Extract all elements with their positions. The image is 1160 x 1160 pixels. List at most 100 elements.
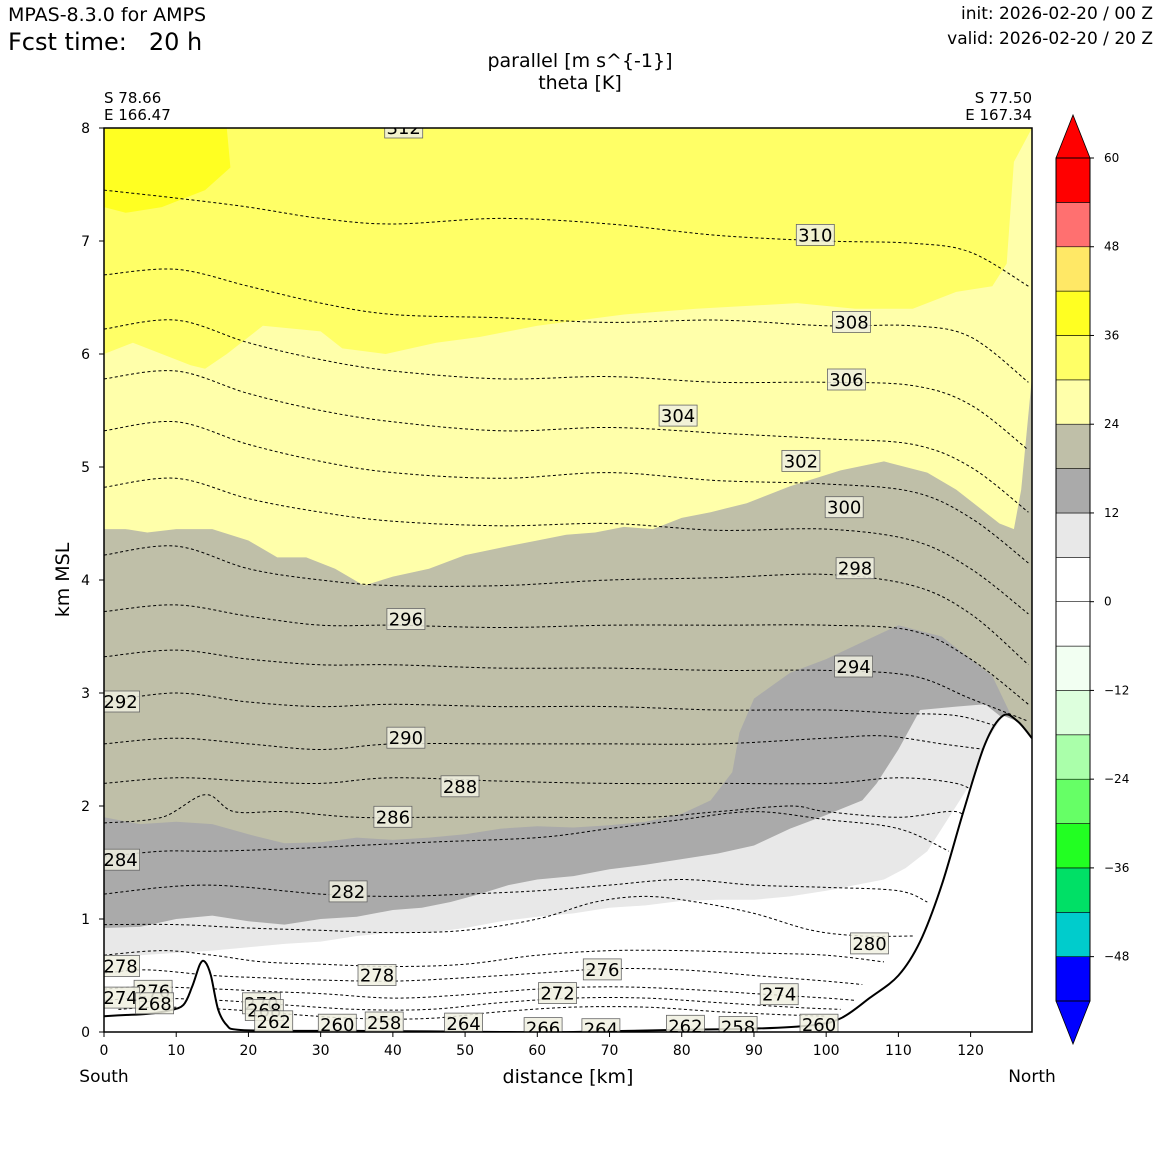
theta-label-288: 288 xyxy=(440,775,480,798)
theta-label-280: 280 xyxy=(850,932,889,955)
colorbar-tick-label: −36 xyxy=(1104,861,1129,875)
theta-contour-290 xyxy=(104,735,986,751)
theta-contour-286 xyxy=(104,794,972,829)
theta-contour-294 xyxy=(104,649,1029,722)
colorbar-tick-label: 48 xyxy=(1104,240,1119,254)
wind-region-24 xyxy=(104,128,1032,1032)
terrain-fill xyxy=(104,715,1032,1032)
colorbar-tick-label: −48 xyxy=(1104,950,1129,964)
colorbar-tick-label: 12 xyxy=(1104,506,1119,520)
theta-label-text: 280 xyxy=(852,934,886,955)
theta-label-278: 278 xyxy=(357,964,397,987)
y-tick-label: 5 xyxy=(81,460,90,476)
theta-label-text: 308 xyxy=(834,312,868,333)
x-tick-label: 40 xyxy=(384,1043,402,1059)
theta-contour-280 xyxy=(104,895,913,937)
theta-label-274: 274 xyxy=(759,983,799,1006)
theta-label-text: 278 xyxy=(103,957,137,978)
theta-contour-288 xyxy=(104,777,979,796)
colorbar-band xyxy=(1055,556,1091,602)
colorbar-under-triangle xyxy=(1055,1000,1091,1046)
theta-contour-272 xyxy=(104,997,841,1011)
forecast-time: Fcst time: 20 h xyxy=(8,28,202,56)
theta-label-258: 258 xyxy=(364,1011,404,1032)
theta-label-text: 260 xyxy=(802,1015,836,1036)
theta-label-text: 292 xyxy=(103,692,137,713)
theta-label-272: 272 xyxy=(538,982,577,1005)
colorbar-band xyxy=(1055,246,1091,292)
theta-label-302: 302 xyxy=(781,449,821,472)
theta-label-290: 290 xyxy=(386,726,426,749)
theta-label-text: 274 xyxy=(103,988,137,1009)
theta-contour-306 xyxy=(104,319,1029,451)
theta-label-268: 268 xyxy=(135,992,175,1015)
colorbar-band xyxy=(1055,690,1091,736)
theta-label-text: 306 xyxy=(829,370,863,391)
theta-label-306: 306 xyxy=(827,368,866,391)
init-time: init: 2026-02-20 / 00 Z xyxy=(960,4,1153,24)
theta-contour-292 xyxy=(104,692,1000,728)
theta-label-text: 274 xyxy=(762,985,796,1006)
colorbar-tick-label: −24 xyxy=(1104,772,1129,786)
theta-label-text: 304 xyxy=(661,406,695,427)
x-tick-label: 30 xyxy=(312,1043,330,1059)
x-tick-label: 110 xyxy=(885,1043,912,1059)
theta-label-312: 312 xyxy=(384,118,424,139)
colorbar-frame xyxy=(1055,157,1091,1002)
theta-label-text: 310 xyxy=(798,225,832,246)
colorbar-band xyxy=(1055,956,1091,1002)
theta-label-text: 276 xyxy=(585,960,619,981)
theta-label-260: 260 xyxy=(799,1013,839,1036)
theta-label-text: 296 xyxy=(389,610,423,631)
theta-label-text: 266 xyxy=(526,1019,560,1040)
theta-label-266: 266 xyxy=(523,1017,563,1040)
wind-region-30 xyxy=(104,128,1032,1032)
theta-label-text: 290 xyxy=(389,728,423,749)
theta-label-264: 264 xyxy=(581,1018,621,1032)
north-label: North xyxy=(1008,1067,1056,1087)
colorbar-tick-label: 24 xyxy=(1104,417,1119,431)
theta-label-274: 274 xyxy=(103,986,140,1009)
x-tick-label: 120 xyxy=(957,1043,984,1059)
theta-contour-270 xyxy=(118,1006,827,1020)
colorbar-band xyxy=(1055,335,1091,381)
x-tick-label: 100 xyxy=(813,1043,840,1059)
theta-label-294: 294 xyxy=(834,655,873,678)
theta-contour-282 xyxy=(104,878,928,903)
colorbar-band xyxy=(1055,512,1091,558)
y-axis: 0 1 2 3 4 5 6 7 8 xyxy=(81,121,104,1041)
theta-contour-296 xyxy=(104,604,1029,705)
theta-label-text: 312 xyxy=(387,118,421,139)
theta-label-text: 284 xyxy=(103,850,137,871)
colorbar-band xyxy=(1055,823,1091,869)
left-end-lon: E 166.47 xyxy=(104,106,171,124)
chart-title: parallel [m s^{-1}] xyxy=(487,50,672,72)
y-tick-label: 1 xyxy=(81,912,90,928)
theta-label-292: 292 xyxy=(103,690,140,713)
colorbar-band xyxy=(1055,645,1091,691)
theta-label-text: 282 xyxy=(331,882,365,903)
theta-contour-304 xyxy=(104,370,1029,513)
theta-label-278: 278 xyxy=(103,955,140,978)
south-label: South xyxy=(79,1067,128,1087)
colorbar: 60 48 36 24 12 0 −12 −24 −36 −48 xyxy=(1055,113,1129,1046)
theta-label-296: 296 xyxy=(386,608,426,631)
theta-label-text: 258 xyxy=(721,1018,755,1039)
colorbar-band xyxy=(1055,468,1091,514)
colorbar-band xyxy=(1055,601,1091,647)
theta-label-276: 276 xyxy=(582,958,622,981)
x-tick-label: 80 xyxy=(673,1043,691,1059)
theta-label-258: 258 xyxy=(718,1016,758,1039)
theta-label-298: 298 xyxy=(835,557,875,580)
theta-contour-302 xyxy=(104,420,1029,564)
y-tick-label: 6 xyxy=(81,347,90,363)
theta-contour-276 xyxy=(104,968,863,985)
theta-contour-300 xyxy=(104,477,1029,615)
theta-label-text: 300 xyxy=(827,498,861,519)
theta-contours xyxy=(104,189,1029,1020)
colorbar-tick-label: 36 xyxy=(1104,328,1119,342)
theta-label-text: 268 xyxy=(137,994,171,1015)
theta-label-304: 304 xyxy=(658,404,698,427)
theta-label-284: 284 xyxy=(103,848,140,871)
